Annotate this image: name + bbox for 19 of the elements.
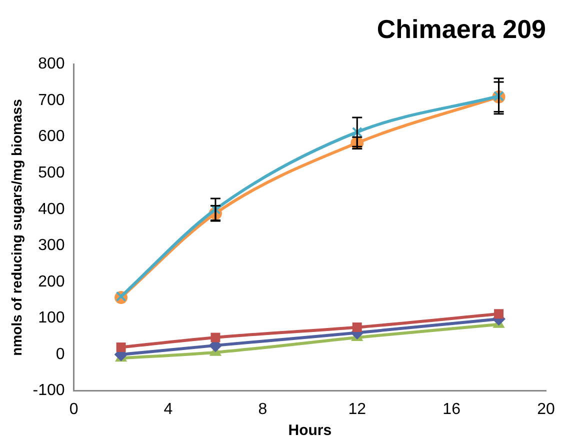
x-tick-label: 16 (442, 400, 461, 418)
y-tick-label: 700 (38, 92, 65, 109)
y-tick-label: 100 (38, 310, 65, 327)
x-tick-label: 20 (537, 400, 555, 418)
y-tick-label: 600 (38, 128, 65, 146)
y-tick-label: -100 (32, 382, 65, 400)
x-axis-title: Hours (288, 422, 332, 440)
y-tick-label: 500 (38, 164, 65, 182)
y-tick-label: 300 (38, 237, 65, 254)
x-tick-label: 4 (164, 400, 173, 418)
x-tick-label: 12 (348, 400, 366, 418)
y-tick-label: 0 (56, 346, 65, 363)
x-tick-label: 0 (69, 400, 78, 418)
y-axis-title: nmols of reducing sugars/mg biomass (8, 98, 24, 356)
y-tick-label: 400 (38, 200, 65, 218)
y-tick-label: 800 (38, 56, 65, 73)
y-tick-label: 200 (38, 273, 65, 290)
chart-title: Chimaera 209 (376, 14, 546, 44)
x-tick-label: 8 (258, 400, 268, 418)
